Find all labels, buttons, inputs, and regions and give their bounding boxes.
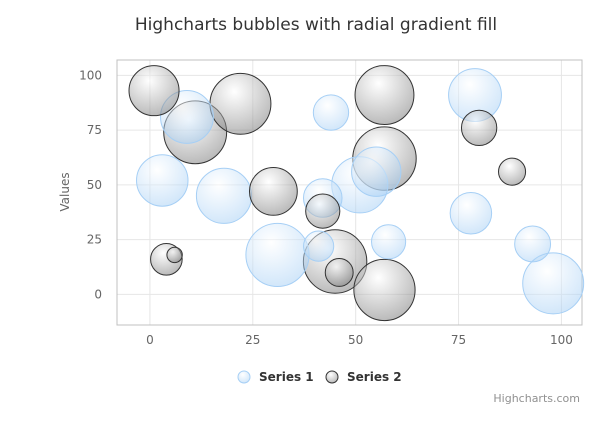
series-2-bubble[interactable] xyxy=(460,109,498,147)
series-2-bubble[interactable] xyxy=(354,65,415,125)
x-tick-label: 50 xyxy=(348,333,363,347)
legend-item-series-2[interactable]: Series 2 xyxy=(325,370,402,384)
series-1-bubble[interactable] xyxy=(522,252,585,315)
series-2-bubble[interactable] xyxy=(209,72,272,135)
y-tick-label: 25 xyxy=(87,233,102,247)
series-2-bubble[interactable] xyxy=(128,65,180,117)
series-1-bubble[interactable] xyxy=(136,154,189,207)
series-1-bubble[interactable] xyxy=(303,230,335,262)
series-2-bubble[interactable] xyxy=(498,157,527,186)
y-tick-label: 75 xyxy=(87,123,102,137)
legend-symbol xyxy=(237,370,251,384)
series-2-bubble[interactable] xyxy=(166,246,183,264)
x-tick-label: 75 xyxy=(451,333,466,347)
legend-label: Series 1 xyxy=(259,370,314,384)
y-axis-title: Values xyxy=(58,172,72,211)
series-1-bubble[interactable] xyxy=(195,167,253,224)
y-tick-label: 0 xyxy=(94,287,102,301)
series-2-bubble[interactable] xyxy=(248,167,298,216)
x-axis-ticks: 0 25 50 75 100 xyxy=(146,333,573,347)
series-2-bubble[interactable] xyxy=(353,258,416,322)
series-2-bubble[interactable] xyxy=(324,257,354,287)
credits-link[interactable]: Highcharts.com xyxy=(493,392,580,405)
x-tick-label: 25 xyxy=(245,333,260,347)
y-axis-ticks: 0 25 50 75 100 xyxy=(79,68,102,301)
legend-item-series-1[interactable]: Series 1 xyxy=(237,370,314,384)
y-tick-label: 100 xyxy=(79,68,102,82)
series-1-bubble[interactable] xyxy=(514,225,552,263)
series-1-bubble[interactable] xyxy=(371,224,407,260)
x-tick-label: 0 xyxy=(146,333,154,347)
series-1-bubble[interactable] xyxy=(245,222,310,288)
series-1-bubble[interactable] xyxy=(351,146,402,197)
plot-area-border xyxy=(116,59,583,326)
legend-label: Series 2 xyxy=(347,370,402,384)
legend[interactable]: Series 1 Series 2 xyxy=(237,370,402,384)
x-tick-label: 100 xyxy=(550,333,573,347)
series-1-bubble[interactable] xyxy=(312,94,350,131)
y-tick-label: 50 xyxy=(87,178,102,192)
series-2-bubble[interactable] xyxy=(305,193,341,229)
series-1-bubble[interactable] xyxy=(449,192,493,235)
bubble-layer xyxy=(128,65,585,322)
chart-title: Highcharts bubbles with radial gradient … xyxy=(135,15,497,35)
legend-symbol xyxy=(325,370,339,384)
